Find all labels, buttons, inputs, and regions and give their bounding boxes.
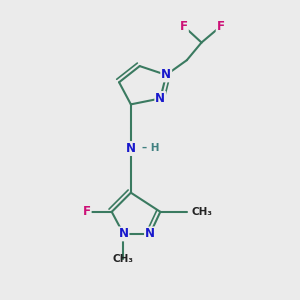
Text: N: N [155,92,165,105]
Text: CH₃: CH₃ [191,207,212,217]
Text: N: N [145,227,155,240]
Text: N: N [161,68,171,81]
Text: N: N [118,227,128,240]
Text: – H: – H [142,143,160,153]
Text: F: F [83,205,91,218]
Text: F: F [180,20,188,33]
Text: F: F [217,20,225,33]
Text: CH₃: CH₃ [113,254,134,264]
Text: N: N [126,142,136,155]
